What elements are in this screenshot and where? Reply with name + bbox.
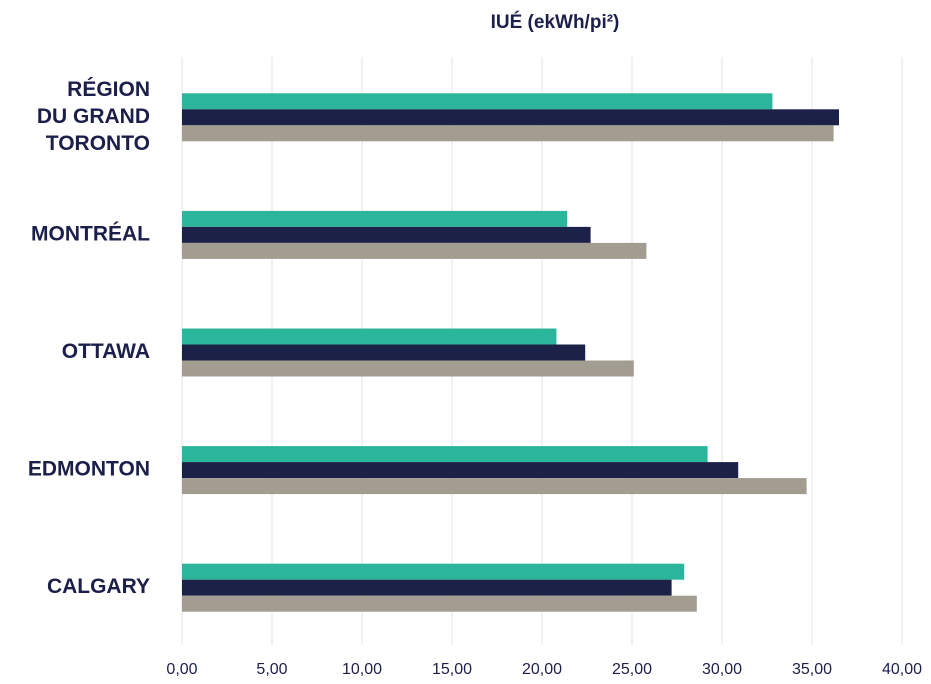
x-tick-labels: 0,00 5,00 10,00 15,00 20,00 25,00 30,00 35,00 40…: [166, 661, 922, 678]
bar: [182, 226, 591, 243]
x-tick-label: 10,00: [342, 661, 382, 678]
bar: [182, 462, 739, 479]
bar: [182, 563, 685, 580]
bar: [182, 109, 839, 126]
bar: [182, 595, 697, 612]
chart-title: IUÉ (ekWh/pi²): [491, 11, 620, 33]
bar: [182, 93, 773, 110]
bar: [182, 579, 672, 596]
x-tick-label: 0,00: [166, 661, 197, 678]
bar: [182, 242, 647, 259]
x-tick-label: 30,00: [702, 661, 742, 678]
category-label: MONTRÉAL: [31, 222, 150, 245]
x-tick-label: 25,00: [612, 661, 652, 678]
bar: [182, 446, 708, 463]
x-tick-label: 15,00: [432, 661, 472, 678]
bar: [182, 478, 807, 495]
bar: [182, 210, 568, 227]
bar: [182, 344, 586, 361]
bar: [182, 360, 634, 377]
category-label: OTTAWA: [62, 340, 150, 363]
category-label: EDMONTON: [28, 458, 150, 481]
x-tick-label: 20,00: [522, 661, 562, 678]
category-label: CALGARY: [47, 575, 150, 598]
category-labels: RÉGION DU GRAND TORONTO MONTRÉAL OTTAWA EDMON…: [28, 78, 150, 598]
bar-layer: [182, 93, 839, 612]
x-tick-label: 5,00: [256, 661, 287, 678]
category-label: RÉGION DU GRAND TORONTO: [37, 78, 150, 155]
bar: [182, 125, 834, 142]
x-tick-label: 40,00: [882, 661, 922, 678]
bar: [182, 328, 557, 345]
x-tick-label: 35,00: [792, 661, 832, 678]
